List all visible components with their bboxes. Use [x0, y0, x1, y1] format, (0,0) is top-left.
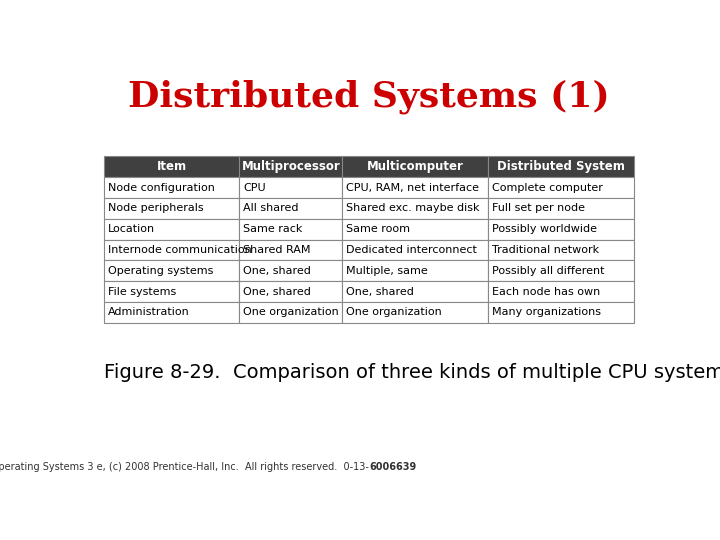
- Text: Dedicated interconnect: Dedicated interconnect: [346, 245, 477, 255]
- Text: Full set per node: Full set per node: [492, 204, 585, 213]
- Bar: [343, 156, 488, 177]
- Bar: [488, 156, 634, 177]
- Text: Same rack: Same rack: [243, 224, 302, 234]
- Text: Operating systems: Operating systems: [108, 266, 213, 276]
- Bar: [104, 177, 239, 198]
- Bar: [343, 177, 488, 198]
- Text: One organization: One organization: [346, 307, 442, 318]
- Bar: [343, 281, 488, 302]
- Bar: [104, 260, 239, 281]
- Text: Distributed System: Distributed System: [498, 160, 625, 173]
- Text: Possibly worldwide: Possibly worldwide: [492, 224, 597, 234]
- Text: One, shared: One, shared: [243, 287, 311, 296]
- Text: Distributed Systems (1): Distributed Systems (1): [128, 80, 610, 114]
- Text: File systems: File systems: [108, 287, 176, 296]
- Bar: [488, 260, 634, 281]
- Bar: [104, 219, 239, 240]
- Bar: [488, 281, 634, 302]
- Text: CPU, RAM, net interface: CPU, RAM, net interface: [346, 183, 480, 193]
- Bar: [488, 240, 634, 260]
- Text: Multiple, same: Multiple, same: [346, 266, 428, 276]
- Text: 6006639: 6006639: [369, 462, 416, 472]
- Text: Many organizations: Many organizations: [492, 307, 601, 318]
- Bar: [239, 302, 343, 323]
- Text: All shared: All shared: [243, 204, 299, 213]
- Bar: [104, 156, 239, 177]
- Bar: [488, 219, 634, 240]
- Text: Same room: Same room: [346, 224, 410, 234]
- Bar: [488, 302, 634, 323]
- Text: One, shared: One, shared: [243, 266, 311, 276]
- Text: Shared exc. maybe disk: Shared exc. maybe disk: [346, 204, 480, 213]
- Text: One organization: One organization: [243, 307, 338, 318]
- Bar: [104, 281, 239, 302]
- Bar: [239, 219, 343, 240]
- Bar: [488, 198, 634, 219]
- Bar: [343, 198, 488, 219]
- Text: Administration: Administration: [108, 307, 189, 318]
- Text: Multicomputer: Multicomputer: [367, 160, 464, 173]
- Text: Node peripherals: Node peripherals: [108, 204, 204, 213]
- Bar: [239, 240, 343, 260]
- Bar: [488, 177, 634, 198]
- Bar: [239, 198, 343, 219]
- Text: Node configuration: Node configuration: [108, 183, 215, 193]
- Text: Location: Location: [108, 224, 155, 234]
- Bar: [104, 198, 239, 219]
- Bar: [239, 177, 343, 198]
- Text: Multiprocessor: Multiprocessor: [241, 160, 340, 173]
- Bar: [343, 260, 488, 281]
- Bar: [104, 302, 239, 323]
- Bar: [239, 260, 343, 281]
- Text: CPU: CPU: [243, 183, 266, 193]
- Text: Item: Item: [156, 160, 186, 173]
- Bar: [239, 156, 343, 177]
- Bar: [239, 281, 343, 302]
- Text: Complete computer: Complete computer: [492, 183, 603, 193]
- Text: Possibly all different: Possibly all different: [492, 266, 605, 276]
- Text: Shared RAM: Shared RAM: [243, 245, 310, 255]
- Text: One, shared: One, shared: [346, 287, 414, 296]
- Text: Each node has own: Each node has own: [492, 287, 600, 296]
- Bar: [343, 219, 488, 240]
- Text: Figure 8-29.  Comparison of three kinds of multiple CPU systems.: Figure 8-29. Comparison of three kinds o…: [104, 363, 720, 382]
- Bar: [343, 302, 488, 323]
- Bar: [343, 240, 488, 260]
- Bar: [104, 240, 239, 260]
- Text: Traditional network: Traditional network: [492, 245, 599, 255]
- Text: Tanenbaum, Modern Operating Systems 3 e, (c) 2008 Prentice-Hall, Inc.  All right: Tanenbaum, Modern Operating Systems 3 e,…: [0, 462, 369, 472]
- Text: Internode communication: Internode communication: [108, 245, 251, 255]
